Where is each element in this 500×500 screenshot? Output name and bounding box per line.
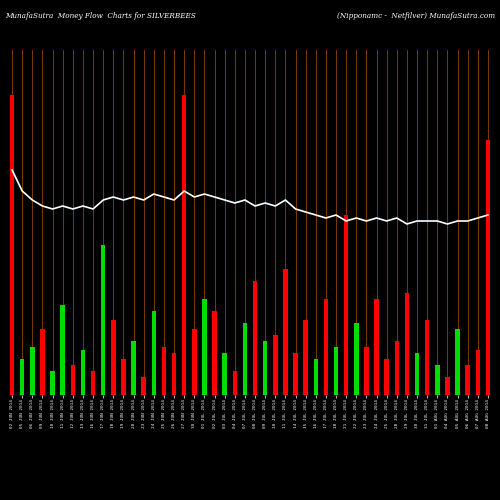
Bar xyxy=(202,299,206,395)
Bar xyxy=(334,347,338,395)
Bar xyxy=(415,353,420,395)
Bar xyxy=(466,365,470,395)
Bar xyxy=(212,311,217,395)
Bar xyxy=(222,353,227,395)
Bar xyxy=(486,140,490,395)
Bar xyxy=(152,311,156,395)
Bar xyxy=(263,341,268,395)
Bar xyxy=(354,323,358,395)
Bar xyxy=(101,245,105,395)
Bar xyxy=(364,347,368,395)
Bar xyxy=(10,95,14,395)
Bar xyxy=(394,341,399,395)
Text: MunafaSutra  Money Flow  Charts for SILVERBEES: MunafaSutra Money Flow Charts for SILVER… xyxy=(5,12,196,20)
Bar xyxy=(294,353,298,395)
Bar xyxy=(404,293,409,395)
Bar xyxy=(121,359,126,395)
Bar xyxy=(324,299,328,395)
Bar xyxy=(60,305,65,395)
Bar xyxy=(374,299,379,395)
Text: (Nipponamc -  Netfilver) MunafaSutra.com: (Nipponamc - Netfilver) MunafaSutra.com xyxy=(337,12,495,20)
Bar xyxy=(192,329,196,395)
Bar xyxy=(304,320,308,395)
Bar xyxy=(162,347,166,395)
Bar xyxy=(384,359,389,395)
Bar xyxy=(242,323,247,395)
Bar xyxy=(172,353,176,395)
Bar xyxy=(111,320,116,395)
Bar xyxy=(476,350,480,395)
Bar xyxy=(425,320,430,395)
Bar xyxy=(132,341,136,395)
Bar xyxy=(273,335,278,395)
Bar xyxy=(283,269,288,395)
Bar xyxy=(232,371,237,395)
Bar xyxy=(445,377,450,395)
Bar xyxy=(70,365,75,395)
Bar xyxy=(40,329,44,395)
Bar xyxy=(456,329,460,395)
Bar xyxy=(50,371,55,395)
Bar xyxy=(91,371,96,395)
Bar xyxy=(182,95,186,395)
Bar xyxy=(435,365,440,395)
Bar xyxy=(253,281,258,395)
Bar xyxy=(142,377,146,395)
Bar xyxy=(80,350,85,395)
Bar xyxy=(314,359,318,395)
Bar xyxy=(20,359,24,395)
Bar xyxy=(344,215,348,395)
Bar xyxy=(30,347,34,395)
